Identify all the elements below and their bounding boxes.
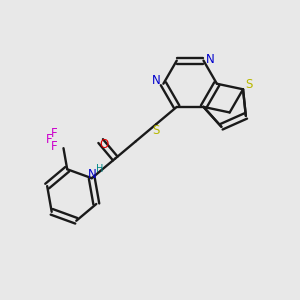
Text: H: H bbox=[96, 164, 103, 174]
Text: F: F bbox=[46, 134, 53, 146]
Text: N: N bbox=[152, 74, 160, 87]
Text: S: S bbox=[152, 124, 159, 137]
Text: N: N bbox=[87, 168, 96, 181]
Text: F: F bbox=[51, 127, 58, 140]
Text: N: N bbox=[206, 52, 214, 66]
Text: O: O bbox=[99, 138, 108, 151]
Text: F: F bbox=[51, 140, 58, 153]
Text: S: S bbox=[245, 78, 253, 91]
